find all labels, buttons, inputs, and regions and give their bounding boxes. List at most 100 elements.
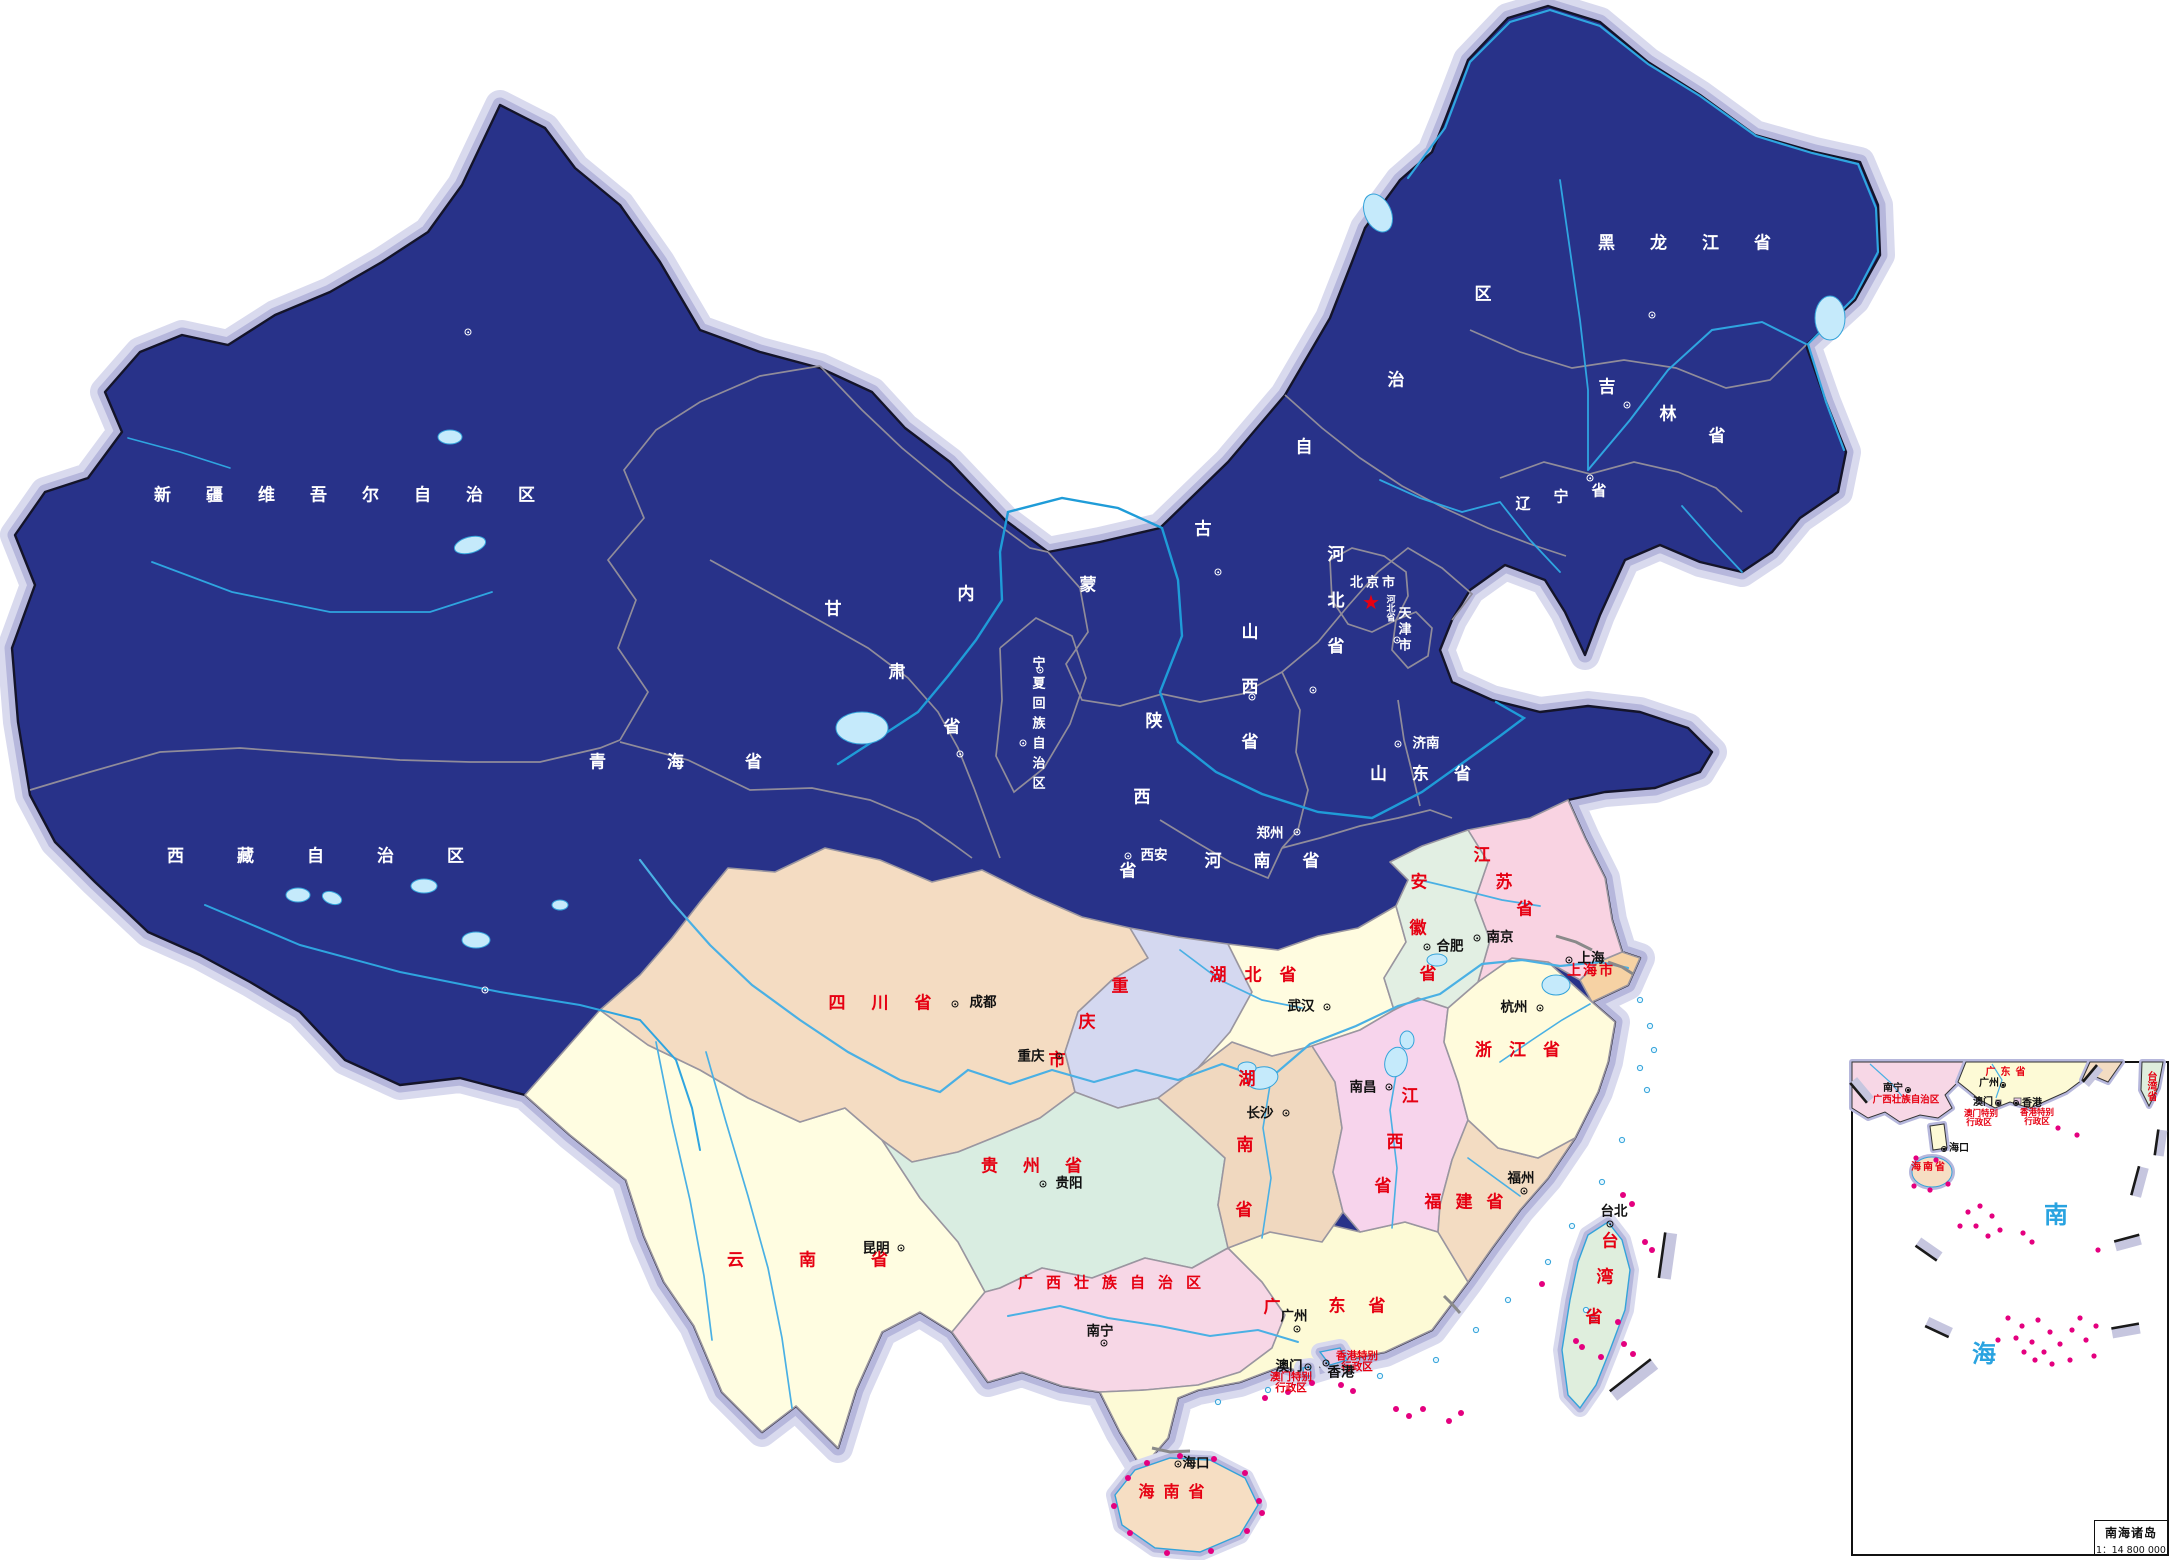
river <box>1499 1003 1591 1063</box>
inset-island-dot <box>1913 1155 1919 1161</box>
river <box>1681 505 1743 573</box>
islet <box>1650 1046 1658 1054</box>
inset-hongkong <box>2013 1097 2022 1105</box>
lake <box>1237 1061 1257 1075</box>
inset-island-dot <box>2029 1239 2035 1245</box>
inset-hainan <box>1911 1156 1953 1188</box>
inset-frame <box>1851 1061 2169 1556</box>
inset-island-dot <box>2067 1357 2073 1363</box>
province-border <box>709 559 1001 859</box>
boundary-bar <box>1657 1232 1678 1280</box>
island-dot <box>1125 1475 1131 1481</box>
inset-island-dot <box>2020 1230 2026 1236</box>
province-border <box>1329 547 1409 633</box>
river <box>1389 1074 1398 1229</box>
lake <box>461 931 491 949</box>
inset-island-dot <box>2074 1132 2080 1138</box>
inset-island-dot <box>1911 1183 1917 1189</box>
river <box>1559 179 1589 471</box>
river <box>655 1041 713 1341</box>
inset-island-dot <box>2095 1247 2101 1253</box>
province-border <box>1047 546 1474 707</box>
province-border <box>1281 671 1309 849</box>
inset-island-dot <box>1973 1223 1979 1229</box>
inset-river <box>1991 1063 2003 1099</box>
islet <box>1432 1356 1440 1364</box>
island-dot <box>1458 1410 1464 1416</box>
sea-boundary-dash <box>1555 934 1593 952</box>
island-dot <box>1262 1395 1268 1401</box>
islet <box>1589 1315 1597 1323</box>
province-border <box>1159 819 1283 880</box>
boundary-bar <box>2113 1233 2142 1252</box>
island-dot <box>1350 1388 1356 1394</box>
island-dot <box>1649 1247 1655 1253</box>
islet <box>1504 1296 1512 1304</box>
sea-boundary-dash <box>1607 960 1634 976</box>
boundary-bar <box>2130 1165 2149 1198</box>
lake <box>285 887 311 903</box>
inset-island-dot <box>1927 1187 1933 1193</box>
river <box>127 437 231 469</box>
inset-island-dot <box>2057 1341 2063 1347</box>
inset-island-dot <box>2093 1323 2099 1329</box>
inset-island-dot <box>2049 1361 2055 1367</box>
islet <box>1636 996 1644 1004</box>
river <box>1007 1304 1299 1343</box>
province-xianggang <box>1318 1347 1349 1366</box>
boundary-bar <box>1609 1358 1659 1401</box>
island-dot <box>1177 1453 1183 1459</box>
inset-island-dot <box>1945 1181 1951 1187</box>
river <box>1379 479 1561 573</box>
inset-island-dot <box>1933 1157 1939 1163</box>
province-border <box>1397 699 1421 807</box>
islet <box>1598 1178 1606 1186</box>
inset-island-dot <box>2013 1335 2019 1341</box>
inset-island-dot <box>2055 1125 2061 1131</box>
lake <box>410 878 438 894</box>
lake <box>321 890 343 906</box>
boundary-bar <box>1914 1237 1943 1262</box>
island-dot <box>1208 1548 1214 1554</box>
inset-island-dot <box>2029 1339 2035 1345</box>
island-dot <box>1539 1281 1545 1287</box>
province-border <box>1284 394 1567 557</box>
island-dot <box>1621 1341 1627 1347</box>
boundary-bar <box>1849 1077 1874 1104</box>
inset-island-dot <box>2019 1323 2025 1329</box>
sea-boundary-dash <box>1442 1294 1462 1314</box>
river <box>705 1051 793 1409</box>
province-anhui <box>1383 829 1491 1011</box>
inset-island-dot <box>2005 1315 2011 1321</box>
island-dot <box>1242 1470 1248 1476</box>
lake <box>551 899 569 911</box>
inset-island-dot <box>2077 1315 2083 1321</box>
lake <box>1384 1046 1408 1078</box>
river <box>1179 949 1303 1009</box>
lake <box>1814 295 1846 341</box>
island-dot <box>1579 1344 1585 1350</box>
inset-island-dot <box>2035 1317 2041 1323</box>
islet <box>1582 1306 1590 1314</box>
boundary-bar <box>1924 1316 1953 1339</box>
island-dot <box>1573 1338 1579 1344</box>
lake <box>1426 953 1448 967</box>
province-border <box>819 365 1049 553</box>
island-dot <box>1211 1456 1217 1462</box>
province-jiangsu <box>1467 799 1623 983</box>
inset-island-dot <box>2069 1327 2075 1333</box>
island-dot <box>1164 1550 1170 1556</box>
inset-fujian <box>2081 1061 2123 1083</box>
lake <box>835 711 889 745</box>
island-dot <box>1144 1460 1150 1466</box>
province-hainan <box>1114 1457 1259 1553</box>
inset-macau <box>1995 1099 2002 1106</box>
island-dot <box>1629 1201 1635 1207</box>
island-dot <box>1127 1530 1133 1536</box>
island-dot <box>1642 1239 1648 1245</box>
lake <box>453 535 487 555</box>
province-taiwan <box>1561 1221 1631 1410</box>
lake <box>1541 974 1571 996</box>
